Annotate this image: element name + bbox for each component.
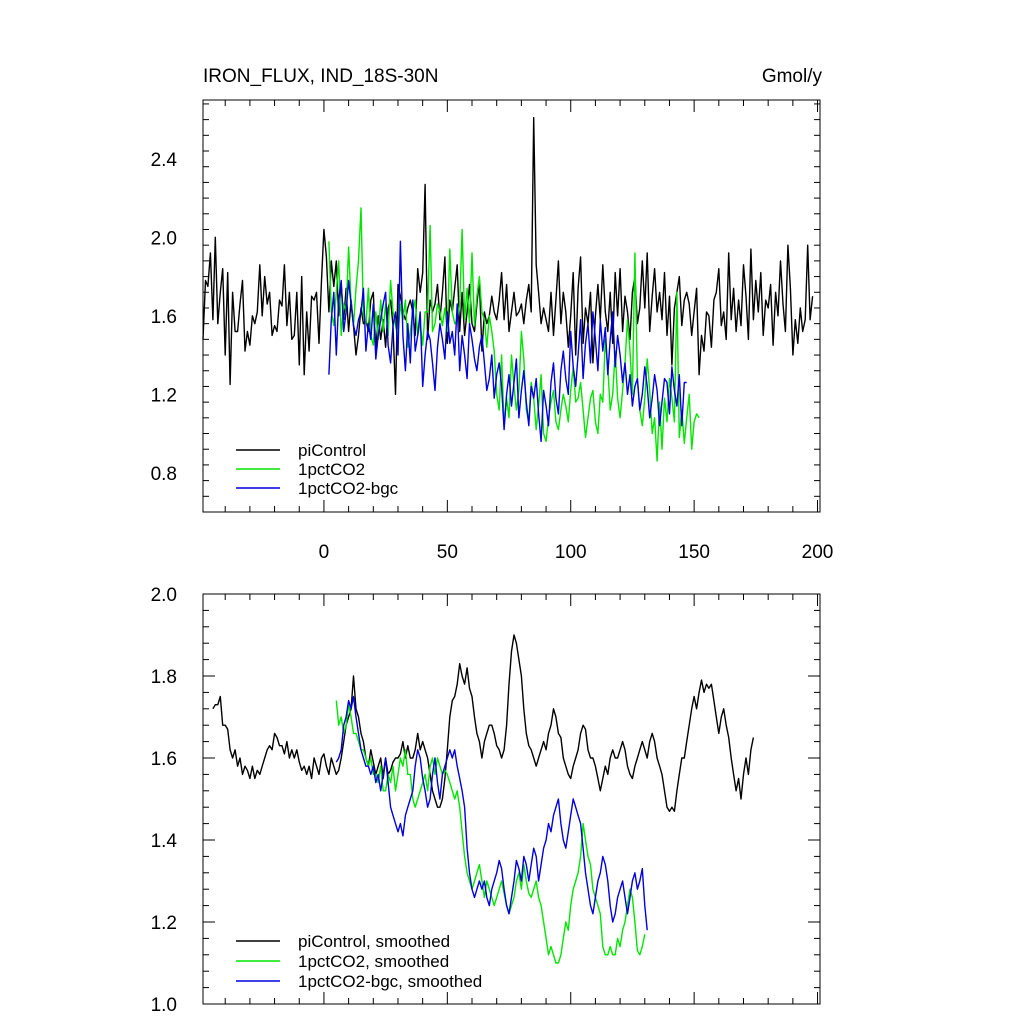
series-line <box>335 695 648 931</box>
y-tick-label: 1.4 <box>151 831 178 852</box>
y-tick-label: 1.8 <box>151 667 177 688</box>
series-line <box>328 240 687 443</box>
top-panel-series <box>202 116 814 462</box>
y-tick-label: 1.6 <box>151 749 177 770</box>
bottom-panel: 1.01.21.41.61.82.0 piControl, smoothed1p… <box>151 585 821 1016</box>
top-panel-ticks <box>203 100 820 513</box>
legend-label: 1pctCO2-bgc, smoothed <box>298 972 482 991</box>
top-panel: IRON_FLUX, IND_18S-30N Gmol/y 0 50 100 150 2… <box>151 66 834 563</box>
x-tick-label: 200 <box>802 542 834 563</box>
legend-label: 1pctCO2 <box>298 460 365 479</box>
x-tick-label: 50 <box>437 542 458 563</box>
y-tick-label: 2.0 <box>151 585 177 606</box>
x-tick-label: 100 <box>555 542 587 563</box>
legend-label: piControl, smoothed <box>298 932 450 951</box>
series-line <box>202 116 814 395</box>
legend-label: 1pctCO2, smoothed <box>298 952 449 971</box>
bottom-panel-y-tick-labels: 1.0 1.2 1.4 1.6 1.8 2.0 <box>151 585 178 1016</box>
bottom-panel-frame <box>202 593 821 1005</box>
x-tick-label: 0 <box>319 542 330 563</box>
y-tick-label: 1.2 <box>151 913 177 934</box>
y-tick-label: 1.6 <box>151 307 177 328</box>
top-panel-frame <box>202 99 821 513</box>
y-tick-label: 2.0 <box>151 228 177 249</box>
top-panel-units: Gmol/y <box>762 66 823 87</box>
legend-label: piControl <box>298 441 366 460</box>
y-tick-label: 0.8 <box>151 464 177 485</box>
series-line <box>212 634 755 812</box>
y-tick-label: 1.2 <box>151 385 177 406</box>
bottom-panel-series <box>212 634 755 964</box>
legend-label: 1pctCO2-bgc <box>298 479 399 498</box>
y-tick-label: 1.0 <box>151 995 177 1016</box>
series-line <box>335 700 646 964</box>
top-panel-y-tick-labels: 0.8 1.2 1.6 2.0 2.4 <box>151 150 178 485</box>
y-tick-label: 2.4 <box>151 150 178 171</box>
x-tick-label: 150 <box>678 542 710 563</box>
top-panel-x-tick-labels: 0 50 100 150 200 <box>319 542 834 563</box>
top-panel-title: IRON_FLUX, IND_18S-30N <box>203 66 438 87</box>
